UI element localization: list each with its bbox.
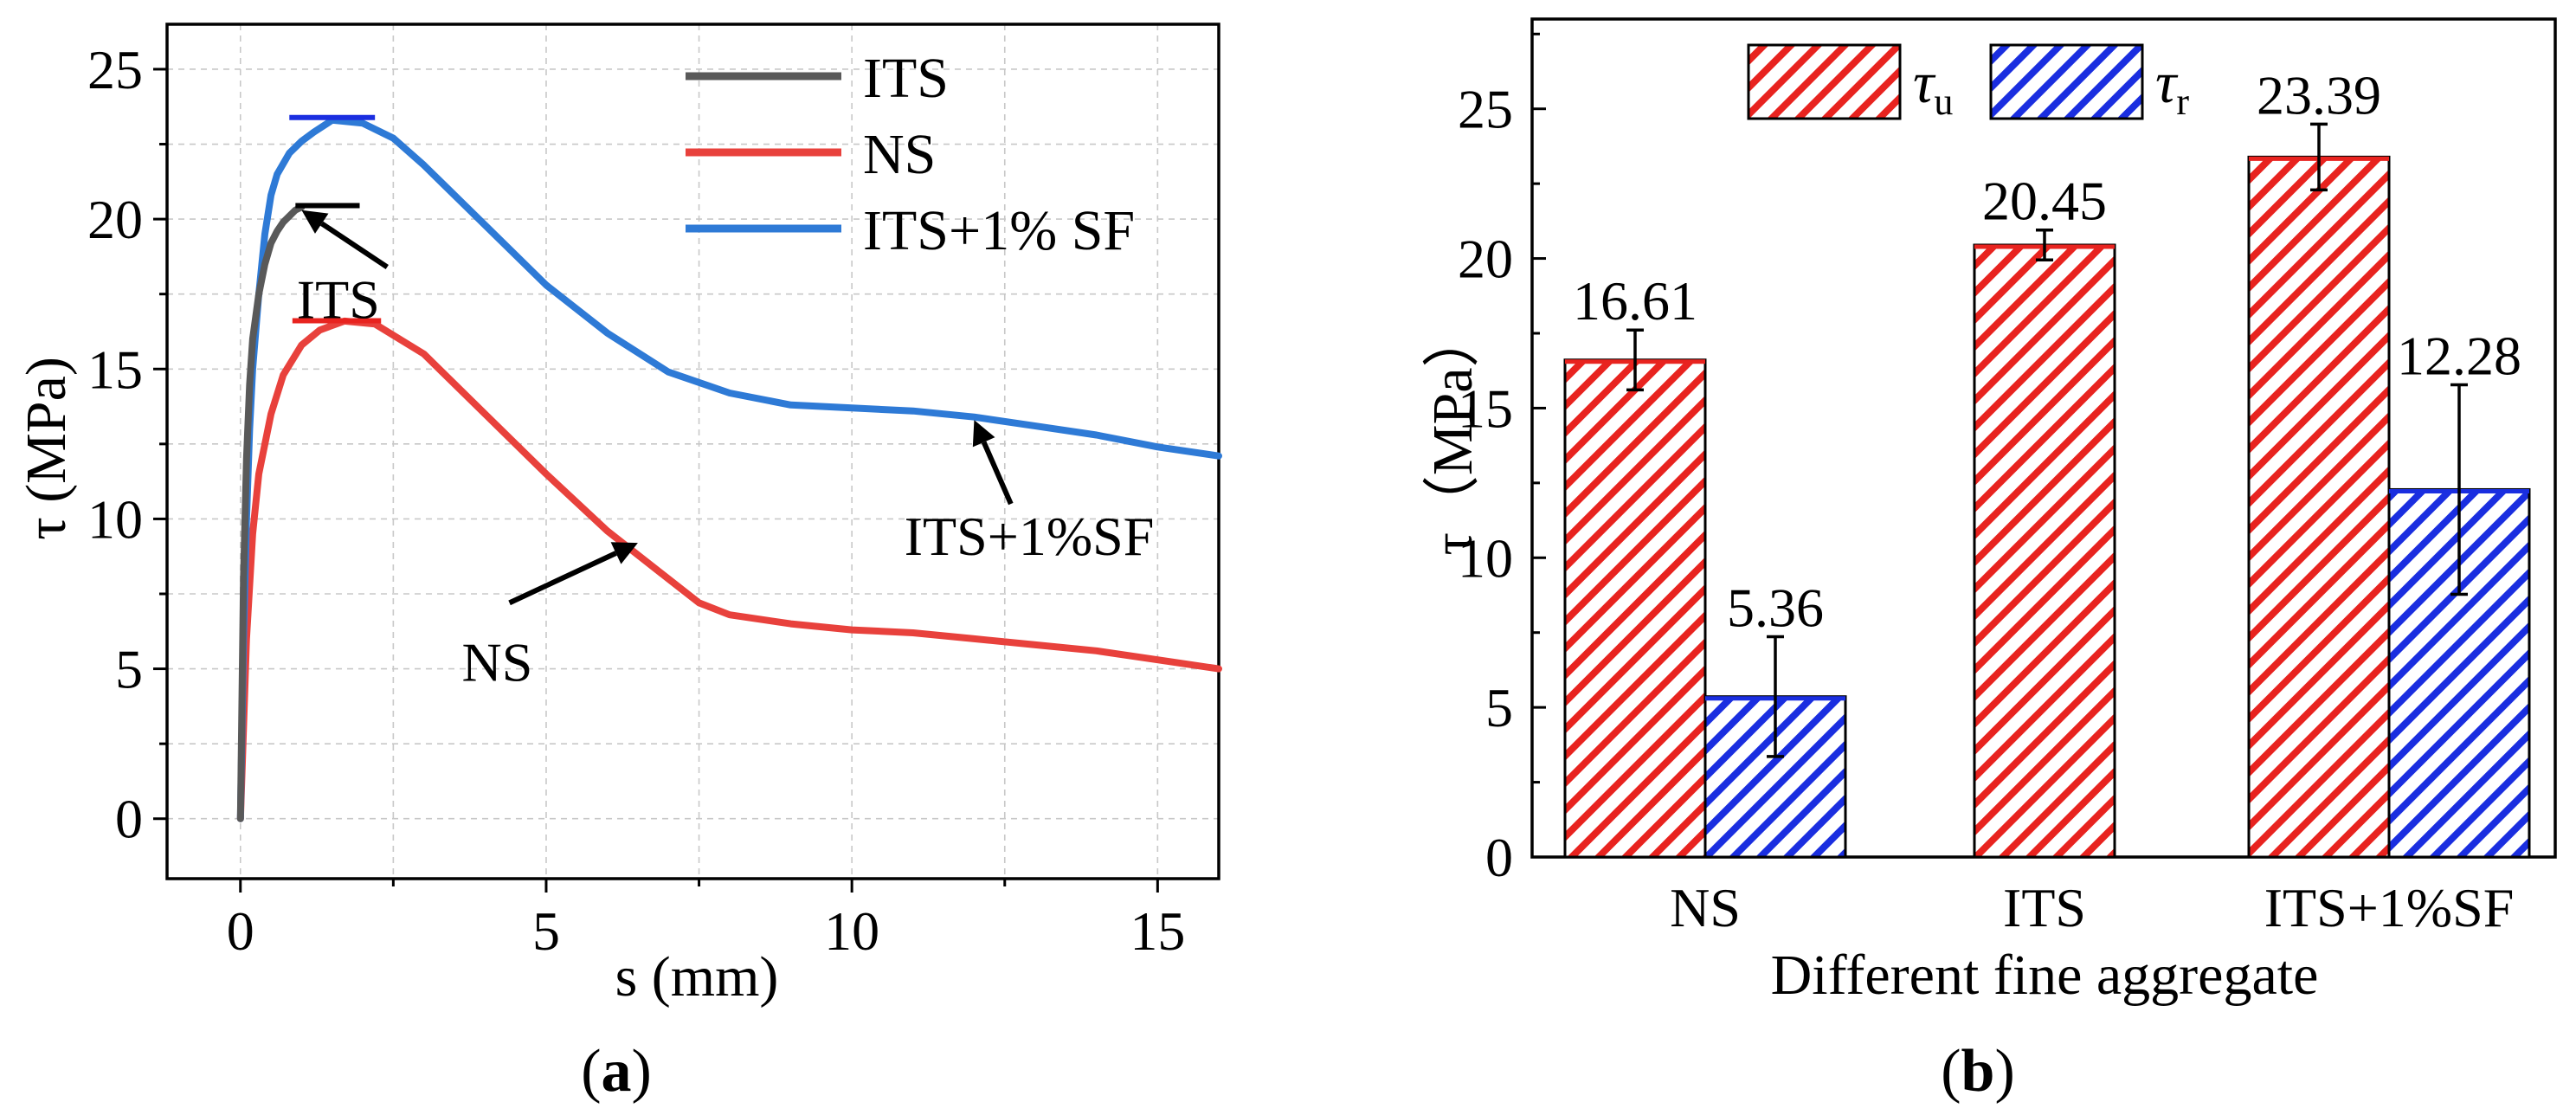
bar-tau-r (2387, 487, 2531, 859)
arrow-head (301, 209, 329, 234)
x-tick-label: 0 (227, 900, 254, 962)
legend-swatch (1747, 43, 1902, 120)
legend-subscript: u (1934, 81, 1953, 123)
axis-ticks: 0 5 10 15 20 25 NS ITS ITS+1%SF (1458, 32, 2515, 938)
y-tick-label: 0 (115, 789, 143, 850)
arrow-head (610, 542, 638, 564)
legend-swatch (1989, 43, 2144, 120)
y-tick-label: 25 (1458, 79, 1513, 140)
error-bars (1626, 122, 2468, 758)
legend-subscript: r (2176, 81, 2189, 123)
y-axis-label: τ（MPa） (1421, 310, 1484, 555)
y-tick-label: 10 (1458, 527, 1513, 589)
arrow-head (972, 420, 995, 448)
y-tick-label: 20 (1458, 229, 1513, 290)
bars (1563, 155, 2531, 859)
x-tick-label: 5 (532, 900, 560, 962)
legend-label: ITS+1% SF (863, 199, 1135, 262)
x-tick-label: ITS (2003, 877, 2086, 938)
panel-letter-b: b (1961, 1038, 1995, 1105)
annotation-label: ITS+1%SF (905, 506, 1155, 567)
axis-ticks: 0 5 10 15 0 5 10 15 20 25 (87, 39, 1185, 962)
x-tick-label: ITS+1%SF (2264, 877, 2515, 938)
peak-markers (289, 114, 382, 324)
x-axis-label: Different fine aggregate (1771, 944, 2319, 1007)
y-tick-label: 15 (1458, 377, 1513, 439)
x-tick-label: NS (1670, 877, 1741, 938)
x-tick-label: 10 (824, 900, 879, 962)
data-label: 5.36 (1727, 577, 1824, 639)
annotation-label: ITS (297, 268, 380, 330)
y-tick-label: 15 (87, 338, 143, 400)
series-line-ns (236, 317, 1222, 822)
series-lines (236, 116, 1222, 822)
panel-label-a: (a) (581, 1038, 652, 1105)
annotation-arrow (981, 441, 1014, 506)
legend: τu τr (1747, 43, 2189, 123)
data-labels: 16.61 5.36 20.45 23.39 12.28 (1573, 64, 2521, 638)
y-tick-label: 25 (87, 39, 143, 100)
data-label: 23.39 (2257, 64, 2381, 126)
x-tick-label: 15 (1130, 900, 1185, 962)
y-tick-label: 5 (115, 639, 143, 700)
annotation-label: NS (462, 631, 533, 693)
legend-symbol: τ (1913, 49, 1936, 115)
panel-label-b: (b) (1941, 1038, 2015, 1105)
y-tick-label: 0 (1485, 827, 1513, 888)
plot-frame (165, 23, 1220, 880)
annotation-arrow (508, 551, 617, 606)
y-tick-label: 5 (1485, 677, 1513, 738)
bar-chart-panel: 0 5 10 15 20 25 NS ITS ITS+1%SF 16.61 5.36 20.45 23… (1421, 17, 2557, 1105)
bar-tau-u (2247, 155, 2391, 859)
annotation-arrow (320, 221, 389, 270)
bar-tau-u (1973, 243, 2116, 859)
data-label: 12.28 (2397, 325, 2521, 386)
legend-label: τu (1913, 49, 1953, 123)
data-label: 20.45 (1982, 171, 2107, 232)
y-axis-label: τ (MPa) (15, 357, 78, 540)
series-line-its (236, 203, 306, 822)
panel-letter-a: a (602, 1038, 632, 1105)
y-tick-label: 10 (87, 488, 143, 550)
x-axis-label: s (mm) (615, 945, 779, 1009)
legend-label: τr (2155, 49, 2189, 123)
legend: ITS NS ITS+1% SF (686, 47, 1135, 262)
legend-symbol: τ (2155, 49, 2179, 115)
bar-tau-u (1563, 358, 1707, 859)
y-tick-label: 20 (87, 189, 143, 250)
legend-label: ITS (863, 47, 949, 110)
legend-label: NS (863, 123, 936, 186)
curve-annotations: ITS NS ITS+1%SF (297, 209, 1155, 693)
data-label: 16.61 (1573, 270, 1697, 332)
